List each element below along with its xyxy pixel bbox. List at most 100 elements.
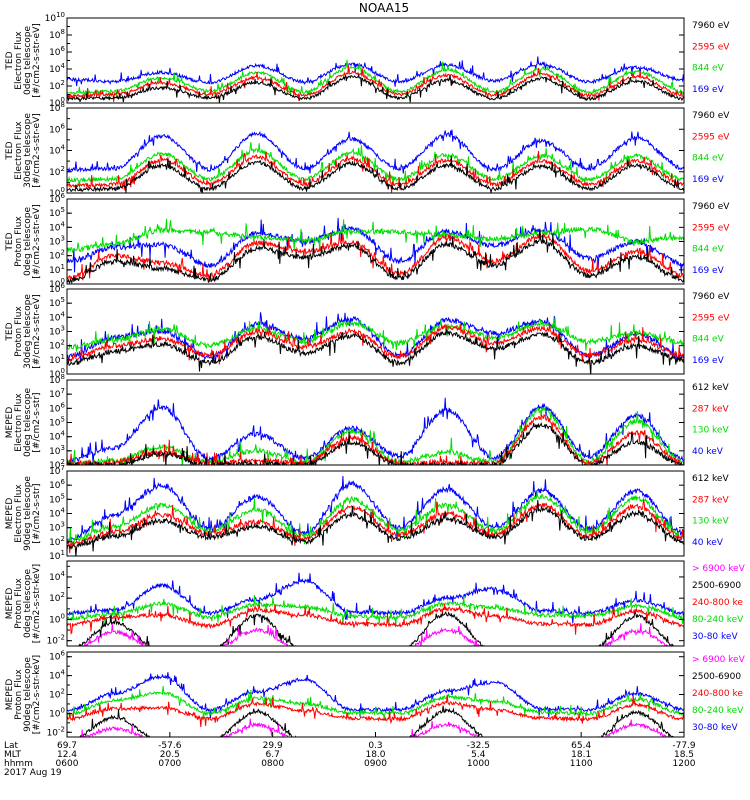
y-label-line: 0deg telescope bbox=[23, 569, 33, 639]
y-tick-label: 104 bbox=[49, 220, 65, 233]
y-label-line: Proton Flux bbox=[14, 578, 24, 629]
series-line-7-4 bbox=[67, 594, 684, 626]
y-axis-label: TED Proton Flux 0deg telescope [#/cm2-s-str… bbox=[5, 204, 42, 279]
legend-entry: 169 eV bbox=[692, 175, 725, 185]
y-tick-label: 106 bbox=[49, 45, 65, 58]
x-tick-label: 0900 bbox=[364, 759, 387, 769]
y-axis-label: TED Electron Flux 30deg telescope [#/cm2-s-… bbox=[5, 113, 42, 188]
series-line-5-1 bbox=[67, 421, 684, 465]
series-line-8-1 bbox=[81, 718, 670, 737]
y-tick-label: 105 bbox=[49, 206, 65, 219]
x-tick-label: 65.4 bbox=[571, 741, 591, 751]
series-line-7-1 bbox=[80, 623, 672, 646]
legend-entry: 80-240 keV bbox=[692, 706, 744, 716]
x-tick-label: 20.5 bbox=[160, 750, 180, 760]
y-label-line: [#/cm2-s-str-eV] bbox=[32, 113, 42, 188]
y-tick-label: 102 bbox=[49, 339, 65, 352]
y-label-line: Proton Flux bbox=[14, 306, 24, 357]
legend: 612 keV 287 keV 130 keV 40 keV bbox=[692, 383, 729, 457]
panel-frame bbox=[66, 560, 685, 647]
y-label-line: [#/cm2-s-str] bbox=[32, 392, 42, 452]
series-line-3-1 bbox=[67, 229, 684, 284]
panel-series-group bbox=[67, 672, 684, 737]
panel-frame bbox=[66, 651, 685, 738]
y-tick-label: 104 bbox=[49, 430, 65, 443]
legend-entry: 40 keV bbox=[692, 447, 724, 457]
series-line-4-1 bbox=[67, 328, 684, 374]
legend-entry: 40 keV bbox=[692, 538, 724, 548]
y-tick-label: 106 bbox=[49, 122, 65, 135]
y-axis-label: TED Proton Flux 30deg telescope [#/cm2-s-st… bbox=[5, 294, 42, 369]
panel-7: 10-2 100 102 104 MEPED Proton Flux 0deg telesc… bbox=[5, 560, 746, 647]
y-tick-label: 100 bbox=[49, 706, 65, 719]
y-tick-label: 107 bbox=[49, 464, 65, 477]
y-tick-group: 10-2 100 102 104 bbox=[47, 565, 684, 647]
panel-series-group bbox=[67, 56, 684, 103]
y-label-line: [#/cm2-s-str-keV] bbox=[32, 564, 42, 643]
y-tick-group: 10-2 100 102 104 106 bbox=[47, 650, 684, 738]
x-tick-label: 18.5 bbox=[674, 750, 694, 760]
x-row-label: Lat bbox=[4, 741, 19, 751]
y-label-line: MEPED bbox=[5, 498, 15, 530]
legend: 7960 eV 2595 eV 844 eV 169 eV bbox=[692, 21, 730, 95]
legend-entry: 30-80 keV bbox=[692, 632, 738, 642]
y-tick-label: 104 bbox=[49, 570, 65, 583]
y-tick-label: 103 bbox=[49, 444, 65, 457]
series-line-2-1 bbox=[67, 156, 684, 193]
y-axis-label: MEPED Electron Flux 0deg telescope [#/cm2-s… bbox=[5, 388, 42, 458]
x-row-label: hhmm bbox=[4, 759, 33, 769]
x-row-label: MLT bbox=[4, 750, 22, 760]
legend-entry: 844 eV bbox=[692, 64, 725, 74]
series-line-1-2 bbox=[67, 65, 684, 102]
x-tick-label: -57.6 bbox=[158, 741, 182, 751]
series-line-1-3 bbox=[67, 59, 684, 100]
y-label-line: [#/cm2-s-str-keV] bbox=[32, 655, 42, 734]
y-tick-label: 104 bbox=[49, 144, 65, 157]
x-axis-date: 2017 Aug 19 bbox=[4, 768, 62, 778]
y-tick-label: 100 bbox=[49, 186, 65, 199]
y-tick-label: 10-2 bbox=[47, 725, 65, 738]
y-label-line: TED bbox=[5, 141, 15, 160]
y-tick-label: 102 bbox=[49, 535, 65, 548]
legend: 612 keV 287 keV 130 keV 40 keV bbox=[692, 474, 729, 548]
y-tick-label: 102 bbox=[49, 249, 65, 262]
y-tick-label: 100 bbox=[49, 612, 65, 625]
legend-entry: 169 eV bbox=[692, 85, 725, 95]
series-line-1-1 bbox=[67, 73, 684, 103]
x-tick-label: 1200 bbox=[673, 759, 696, 769]
y-tick-label: 106 bbox=[49, 478, 65, 491]
y-label-line: Electron Flux bbox=[14, 121, 24, 180]
legend-entry: 2500-6900 bbox=[692, 581, 741, 591]
series-line-7-2 bbox=[77, 611, 674, 646]
legend-entry: 2595 eV bbox=[692, 132, 730, 142]
y-label-line: MEPED bbox=[5, 679, 15, 711]
panel-series-group bbox=[67, 475, 684, 556]
series-line-3-2 bbox=[67, 231, 684, 282]
legend-entry: 130 keV bbox=[692, 517, 729, 527]
y-label-line: [#/cm2-s-str-eV] bbox=[32, 23, 42, 98]
legend-entry: 80-240 keV bbox=[692, 615, 744, 625]
legend-entry: 2500-6900 bbox=[692, 672, 741, 682]
y-tick-label: 10-2 bbox=[47, 634, 65, 647]
y-tick-label: 106 bbox=[49, 282, 65, 295]
legend-entry: 7960 eV bbox=[692, 21, 730, 31]
legend-entry: 7960 eV bbox=[692, 292, 730, 302]
y-tick-label: 103 bbox=[49, 521, 65, 534]
legend-entry: 287 keV bbox=[692, 495, 729, 505]
series-line-8-4 bbox=[67, 685, 684, 720]
y-tick-label: 101 bbox=[49, 353, 65, 366]
series-line-2-3 bbox=[67, 141, 684, 188]
panel-series-group bbox=[67, 572, 684, 646]
x-tick-label: 18.1 bbox=[571, 750, 591, 760]
y-tick-label: 102 bbox=[49, 688, 65, 701]
y-label-line: 90deg telescope bbox=[23, 657, 33, 732]
y-tick-group: 100 102 104 106 108 bbox=[49, 101, 684, 199]
y-axis-label: MEPED Electron Flux 90deg telescope [#/cm2-… bbox=[5, 476, 42, 551]
y-tick-label: 107 bbox=[49, 387, 65, 400]
legend-entry: 7960 eV bbox=[692, 202, 730, 212]
